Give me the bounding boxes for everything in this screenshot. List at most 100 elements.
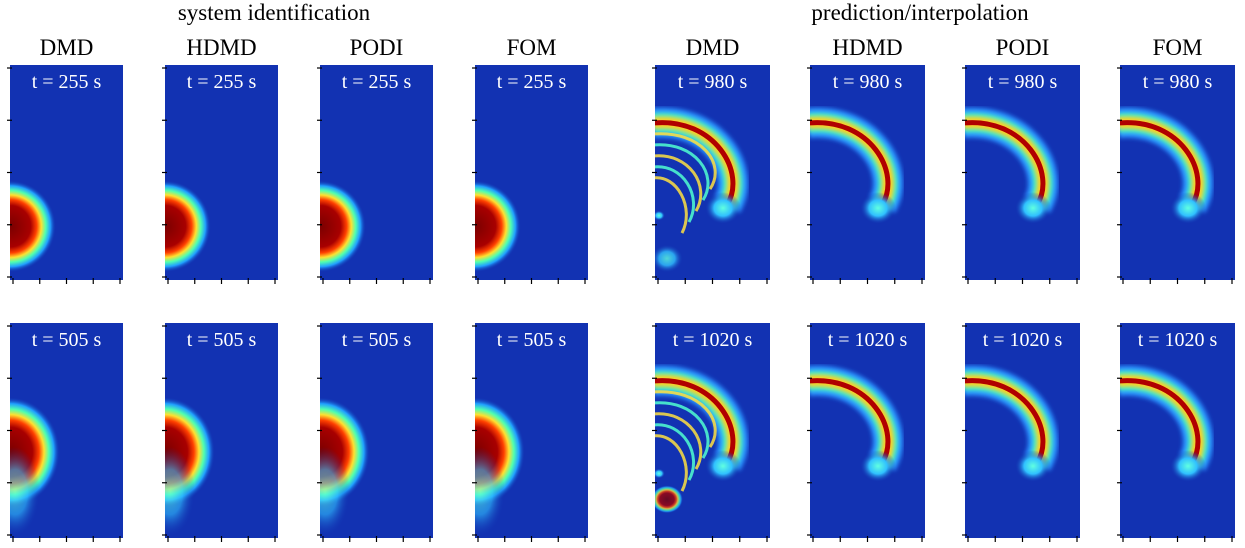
arc-tail xyxy=(860,450,896,483)
blob xyxy=(320,180,366,273)
field xyxy=(165,65,278,280)
panel-label: t = 1020 s xyxy=(983,329,1063,351)
field xyxy=(1120,323,1235,538)
field-panel: t = 1020 s xyxy=(962,323,1080,542)
panel-label: t = 255 s xyxy=(342,71,412,93)
panel-label: t = 505 s xyxy=(497,329,567,351)
field xyxy=(165,323,278,538)
ripple xyxy=(655,412,703,470)
field xyxy=(810,65,925,280)
background xyxy=(965,65,1080,280)
artifact xyxy=(655,485,683,514)
field-panel: t = 505 s xyxy=(162,323,278,542)
plume xyxy=(165,447,195,537)
arc-red xyxy=(965,120,1046,207)
field-panel: t = 1020 s xyxy=(807,323,925,542)
panel-label: t = 980 s xyxy=(678,71,748,93)
artifact xyxy=(655,210,665,221)
ripple xyxy=(655,423,696,481)
panel-label: t = 505 s xyxy=(187,329,257,351)
ripple xyxy=(655,434,688,492)
arc-red xyxy=(1120,120,1201,207)
plume xyxy=(475,447,505,537)
column-label: PODI xyxy=(350,35,404,60)
field-panel: t = 505 s xyxy=(7,323,123,542)
ripple xyxy=(655,143,710,201)
panel-label: t = 980 s xyxy=(988,71,1058,93)
plume xyxy=(320,447,350,537)
field xyxy=(810,323,925,538)
column-label: PODI xyxy=(996,35,1050,60)
artifact xyxy=(655,244,683,273)
column-label: FOM xyxy=(1153,35,1203,60)
column-label: FOM xyxy=(507,35,557,60)
column-label: HDMD xyxy=(832,35,902,60)
field xyxy=(10,323,123,538)
panel-label: t = 255 s xyxy=(497,71,567,93)
arc-red xyxy=(1120,378,1201,465)
column-label: DMD xyxy=(686,35,740,60)
field-panel: t = 255 s xyxy=(7,65,123,284)
panel-label: t = 1020 s xyxy=(1138,329,1218,351)
field xyxy=(965,65,1080,280)
ripple xyxy=(655,154,703,212)
column-label: DMD xyxy=(40,35,94,60)
field xyxy=(320,323,433,538)
panel-label: t = 1020 s xyxy=(673,329,753,351)
field xyxy=(965,323,1080,538)
arc-tail xyxy=(705,450,741,483)
blob xyxy=(165,180,211,273)
panel-label: t = 505 s xyxy=(342,329,412,351)
ripple xyxy=(655,176,688,234)
arc-red xyxy=(965,378,1046,465)
field-panel: t = 980 s xyxy=(807,65,925,284)
arc-red xyxy=(810,378,891,465)
blob xyxy=(475,180,521,273)
field xyxy=(320,65,433,280)
panel-label: t = 255 s xyxy=(32,71,102,93)
arc-red xyxy=(810,120,891,207)
field-panel: t = 980 s xyxy=(652,65,770,284)
field-panel: t = 980 s xyxy=(1117,65,1235,284)
panel-label: t = 255 s xyxy=(187,71,257,93)
panel-label: t = 505 s xyxy=(32,329,102,351)
group-title: system identification xyxy=(178,0,371,25)
ripple xyxy=(655,132,717,190)
field xyxy=(655,65,770,280)
arc-tail xyxy=(1015,192,1051,225)
arc-red xyxy=(655,378,736,465)
field xyxy=(655,323,770,538)
field xyxy=(475,323,588,538)
background xyxy=(1120,323,1235,538)
field-panel: t = 505 s xyxy=(317,323,433,542)
field xyxy=(10,65,123,280)
arc-tail xyxy=(1015,450,1051,483)
panel-label: t = 980 s xyxy=(1143,71,1213,93)
column-label: HDMD xyxy=(186,35,256,60)
ripple xyxy=(655,390,717,448)
ripple xyxy=(655,401,710,459)
group-title: prediction/interpolation xyxy=(811,0,1029,25)
panel-label: t = 1020 s xyxy=(828,329,908,351)
ripple xyxy=(655,165,696,223)
field-panel: t = 1020 s xyxy=(1117,323,1235,542)
plume xyxy=(10,447,40,537)
field xyxy=(475,65,588,280)
field xyxy=(1120,65,1235,280)
field-panel: t = 255 s xyxy=(317,65,433,284)
panel-label: t = 980 s xyxy=(833,71,903,93)
arc-tail xyxy=(860,192,896,225)
artifact xyxy=(655,468,665,479)
arc-tail xyxy=(1170,450,1206,483)
arc-red xyxy=(655,120,736,207)
field-panel: t = 980 s xyxy=(962,65,1080,284)
field-panel: t = 1020 s xyxy=(652,323,770,542)
arc-tail xyxy=(705,192,741,225)
background xyxy=(810,65,925,280)
field-panel: t = 255 s xyxy=(162,65,278,284)
background xyxy=(810,323,925,538)
background xyxy=(1120,65,1235,280)
field-panel: t = 255 s xyxy=(472,65,588,284)
field-panel: t = 505 s xyxy=(472,323,588,542)
